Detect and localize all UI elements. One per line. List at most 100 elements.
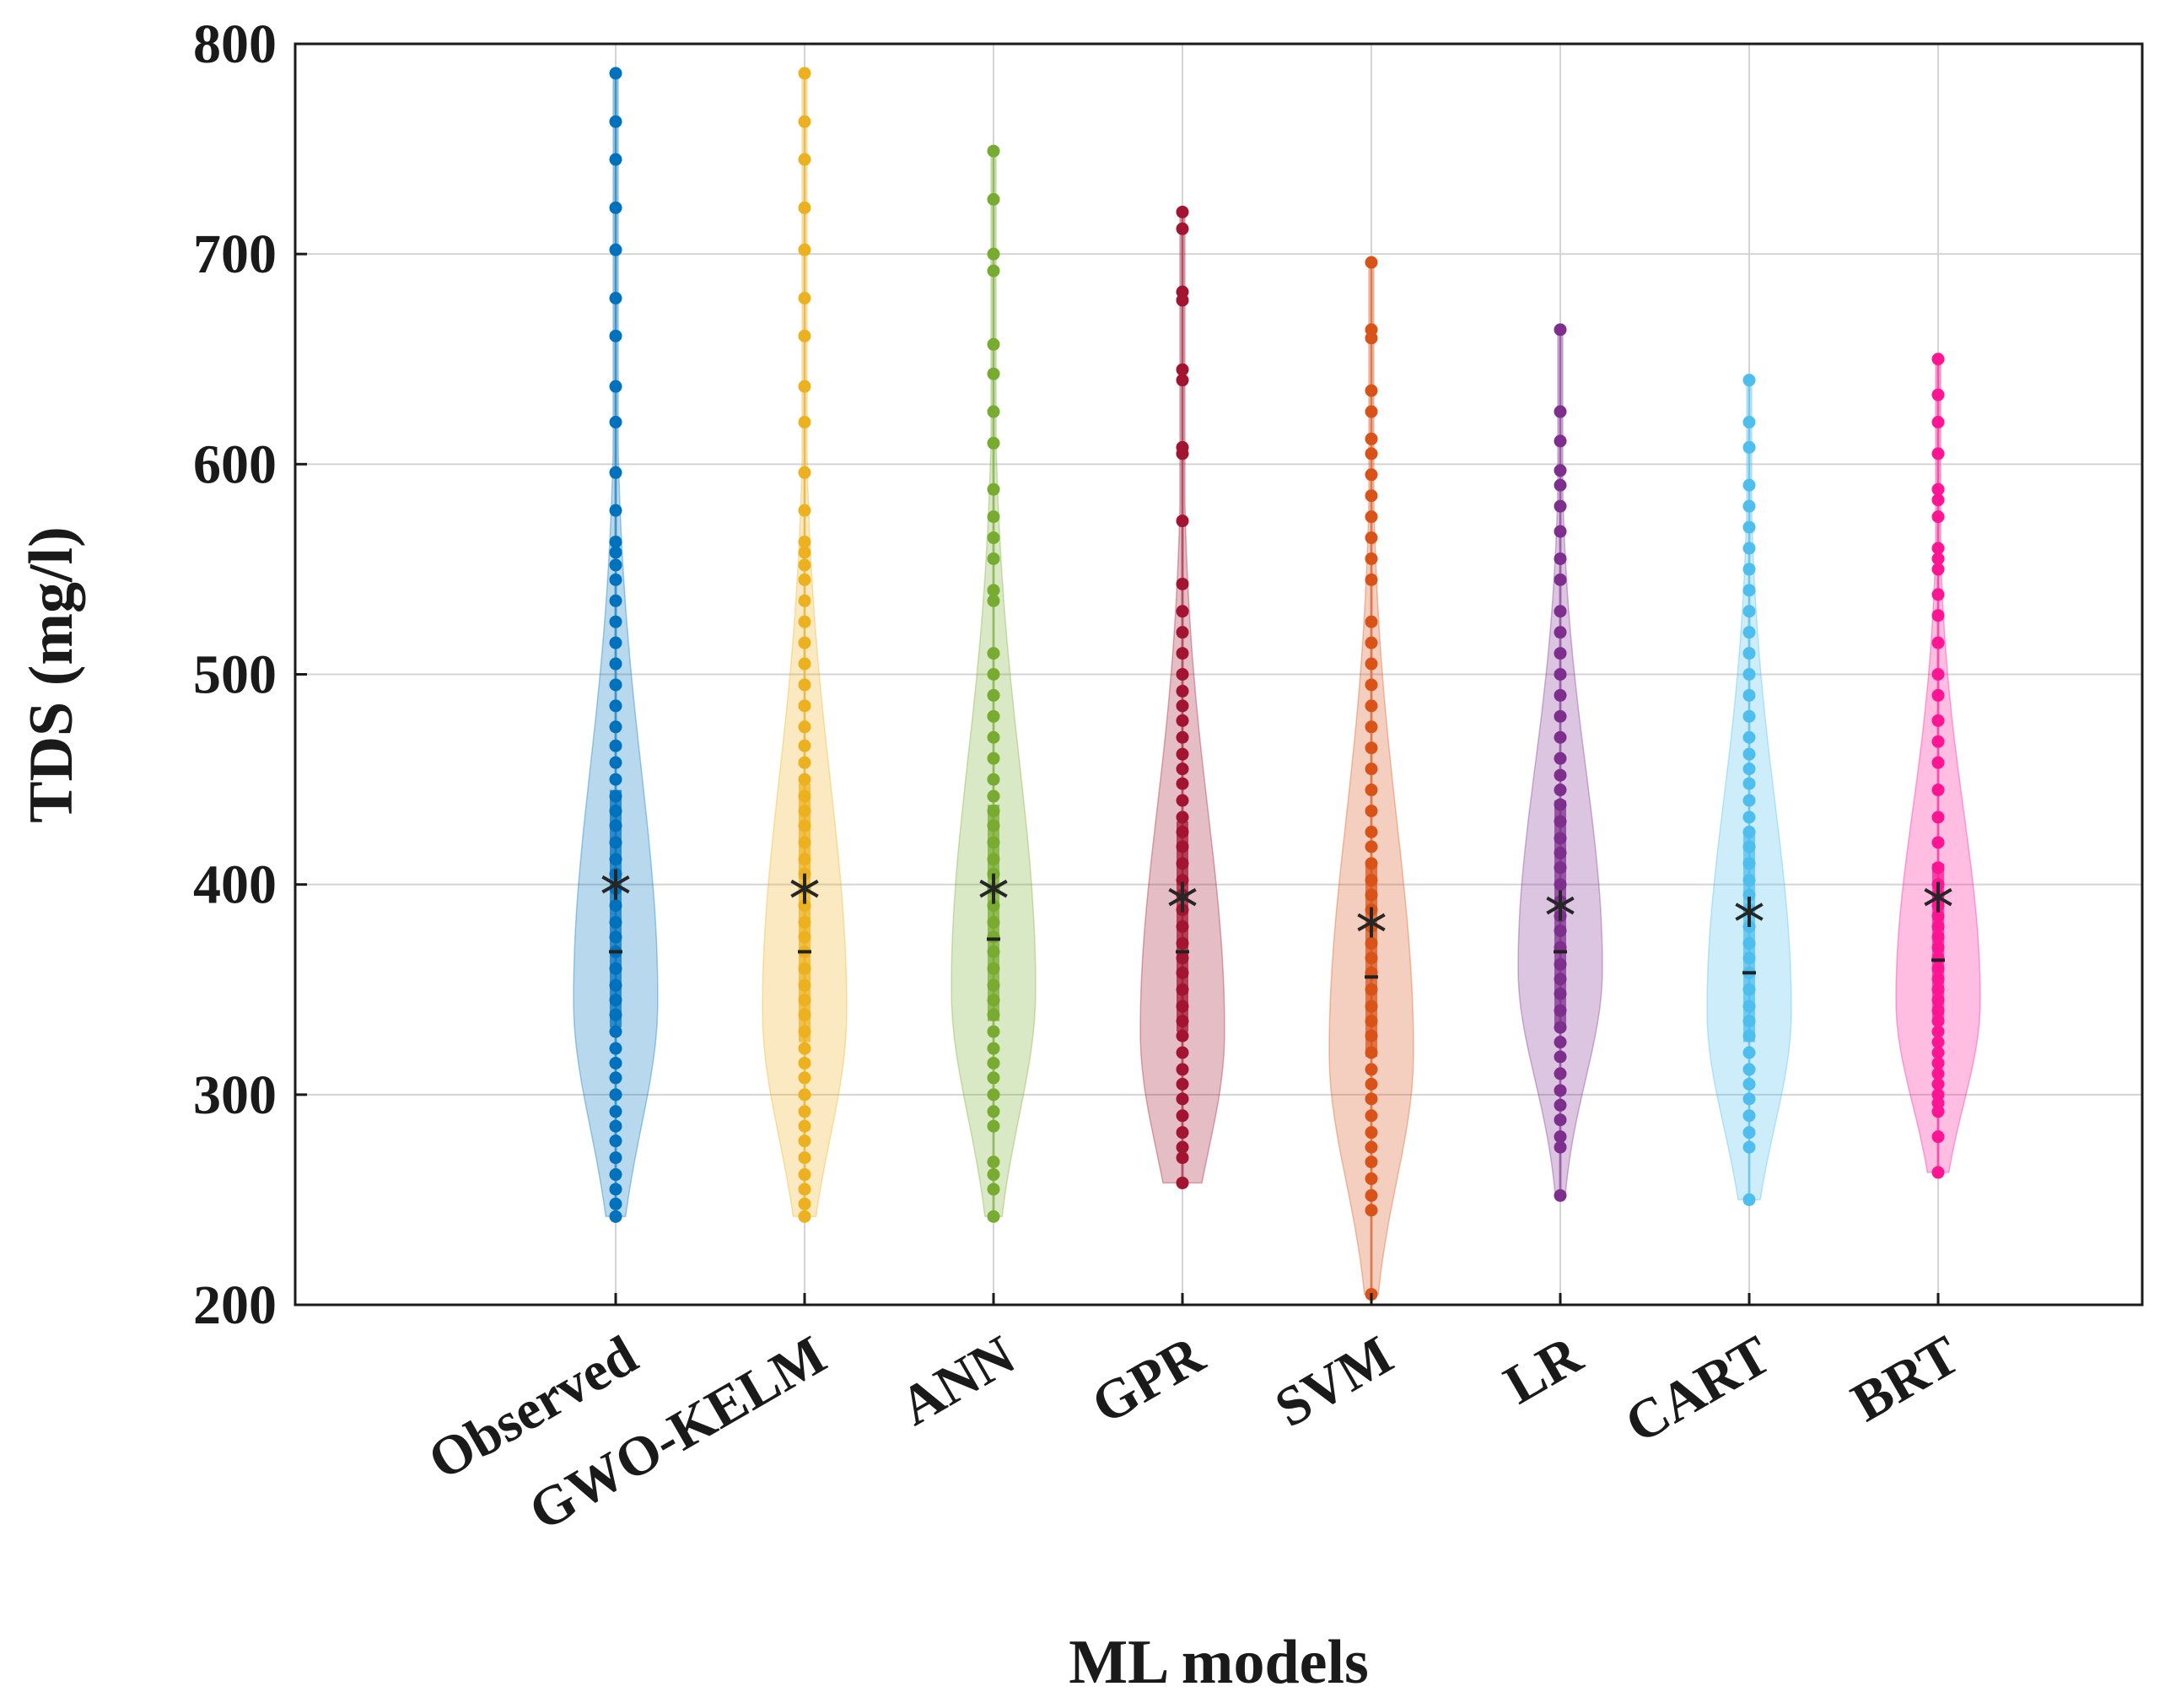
data-point [1931, 836, 1945, 849]
data-point [798, 836, 811, 849]
data-point [987, 916, 1000, 929]
data-point [1742, 1046, 1756, 1059]
violin-cart [1706, 374, 1792, 1206]
grid-lines [295, 43, 2142, 1306]
data-point [1365, 1092, 1378, 1106]
x-tick-label-ann: ANN [890, 1324, 1025, 1438]
mean-marker [1168, 881, 1197, 913]
violin-lr [1517, 323, 1603, 1202]
data-point [1554, 478, 1567, 492]
data-point [609, 773, 622, 786]
data-point [987, 994, 1000, 1007]
data-point [1554, 552, 1567, 565]
x-tick-label-lr: LR [1494, 1323, 1593, 1416]
data-point [1365, 447, 1378, 461]
data-point [1742, 794, 1756, 807]
data-point [1931, 920, 1945, 933]
data-point [1931, 973, 1945, 986]
data-point [987, 962, 1000, 975]
data-point [1365, 874, 1378, 887]
y-tick-label: 800 [193, 13, 277, 75]
data-point [798, 67, 811, 80]
data-point [1742, 840, 1756, 854]
data-point [987, 709, 1000, 723]
data-point [609, 594, 622, 607]
data-point [609, 329, 622, 342]
mean-marker-stroke [1357, 913, 1386, 932]
data-point [609, 1008, 622, 1021]
data-point [1931, 1130, 1945, 1144]
data-point [987, 192, 1000, 206]
data-point [1554, 573, 1567, 586]
data-point [1742, 936, 1756, 950]
data-point [1931, 1004, 1945, 1017]
data-point [1742, 1126, 1756, 1140]
data-point [1742, 983, 1756, 996]
data-point [1365, 1109, 1378, 1123]
data-point [609, 558, 622, 572]
data-point [1365, 256, 1378, 269]
data-point [987, 531, 1000, 545]
data-point [1365, 636, 1378, 649]
data-point [1365, 1063, 1378, 1076]
data-point [1554, 1036, 1567, 1049]
data-point [1554, 1130, 1567, 1144]
data-point [1365, 1077, 1378, 1091]
x-tick-label-cart: CART [1615, 1324, 1780, 1456]
data-point [1554, 752, 1567, 765]
data-point [1742, 1063, 1756, 1076]
data-point [1554, 957, 1567, 971]
data-point [609, 1056, 622, 1070]
data-point [1931, 510, 1945, 524]
data-point [1931, 552, 1945, 565]
data-point [1742, 605, 1756, 618]
data-point [1931, 1088, 1945, 1102]
data-point [609, 739, 622, 752]
data-point [1176, 762, 1189, 776]
data-point [798, 1119, 811, 1133]
data-point [609, 789, 622, 803]
data-point [1176, 605, 1189, 618]
data-point [1176, 1140, 1189, 1154]
data-point [1931, 482, 1945, 496]
data-point [609, 819, 622, 832]
data-point [798, 243, 811, 256]
data-point [1742, 1092, 1756, 1106]
data-point [1365, 762, 1378, 776]
data-point [1742, 1109, 1756, 1123]
data-point [1931, 353, 1945, 366]
data-point [798, 773, 811, 786]
data-point [987, 264, 1000, 277]
y-axis-ticks: 800 700 600 500 400 300 200 [193, 13, 307, 1336]
data-point [1742, 1077, 1756, 1091]
data-point [1176, 951, 1189, 965]
data-point [1554, 323, 1567, 337]
data-point [798, 201, 811, 214]
data-point [1742, 626, 1756, 639]
data-point [987, 584, 1000, 597]
data-point [1931, 1046, 1945, 1059]
data-point [1176, 983, 1189, 996]
data-point [1931, 784, 1945, 797]
y-axis-title: TDS (mg/l) [17, 526, 86, 823]
data-point [1176, 936, 1189, 950]
data-point [1554, 973, 1567, 986]
y-tick-label: 200 [193, 1274, 277, 1336]
data-point [1176, 668, 1189, 681]
data-point [1365, 323, 1378, 337]
data-point [987, 405, 1000, 418]
data-point [609, 636, 622, 649]
data-point [798, 899, 811, 913]
data-point [798, 1008, 811, 1021]
data-point [1742, 709, 1756, 723]
data-point [609, 678, 622, 692]
data-point [1176, 626, 1189, 639]
data-point [987, 899, 1000, 913]
data-point [1931, 541, 1945, 555]
data-point [1742, 1140, 1756, 1154]
data-point [987, 337, 1000, 351]
data-point [1742, 499, 1756, 513]
data-point [798, 978, 811, 992]
data-point [1742, 668, 1756, 681]
